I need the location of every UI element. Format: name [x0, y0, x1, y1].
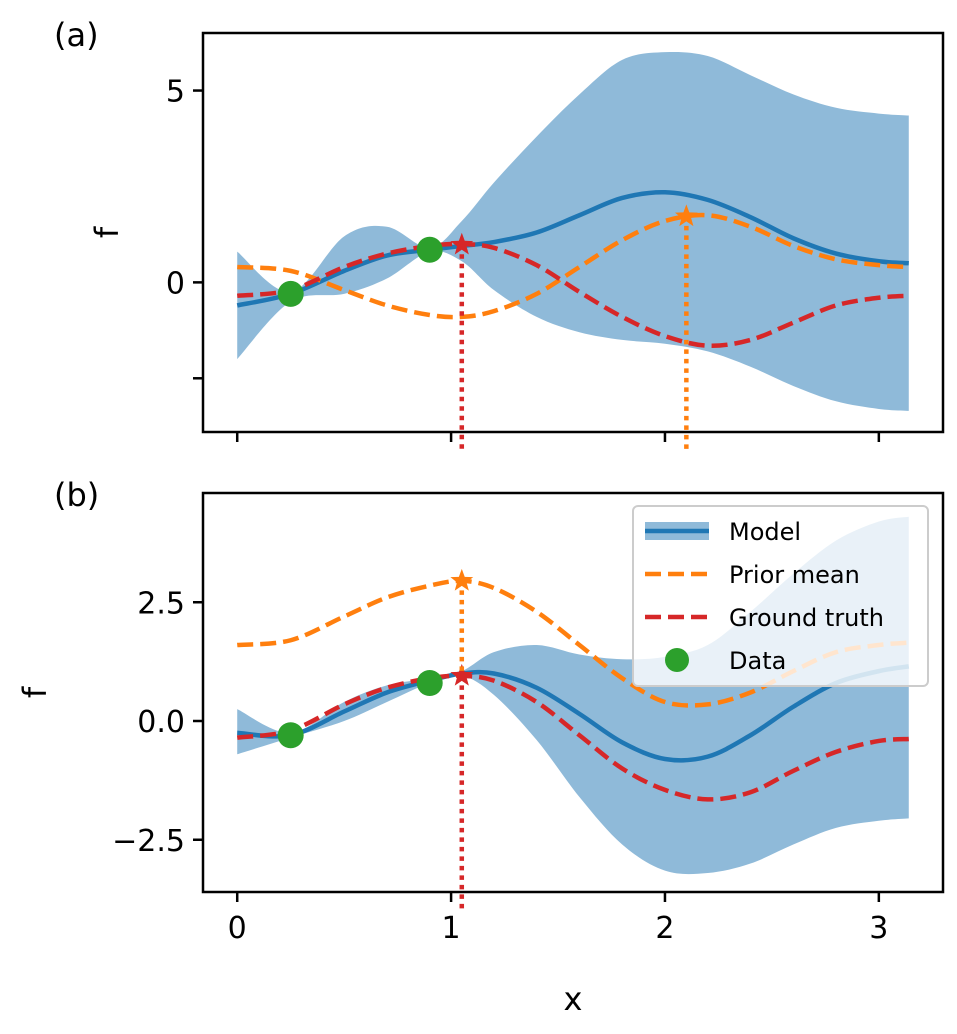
x-tick-label-3: 3 [869, 911, 888, 946]
prior-max-star [450, 568, 474, 591]
axes-frame [201, 31, 945, 434]
plot-area [236, 51, 909, 411]
x-tick-label-2: 2 [655, 911, 674, 946]
legend: Model Prior mean Ground truth Data [632, 505, 929, 687]
panel-a: 0 5 f (a) [54, 16, 945, 452]
y-tick-label-0: −2.5 [112, 824, 185, 859]
x-axis-title: x [564, 980, 583, 1018]
ground-truth-line [236, 673, 909, 802]
truth-max-star [450, 232, 474, 255]
data-point-0 [277, 722, 304, 749]
y-tick-label-2: 2.5 [137, 586, 185, 621]
legend-box [632, 505, 929, 687]
axes-frame [201, 491, 945, 894]
legend-label-3: Data [729, 647, 786, 675]
truth-max-star [450, 663, 474, 686]
model-mean-line [237, 664, 910, 763]
y-axis-title: f [88, 226, 126, 238]
legend-label-0: Model [729, 518, 801, 546]
prior-max-star [674, 204, 698, 227]
panel-label: (a) [54, 16, 99, 54]
legend-label-2: Ground truth [729, 604, 884, 632]
panel-b: 0 1 2 3 −2.5 0.0 2.5 f x (b) Model Prior mean Ground… [16, 476, 945, 1018]
panel-label: (b) [54, 476, 99, 514]
prior-mean-line [237, 212, 909, 320]
ground-truth-line [236, 241, 909, 349]
x-tick-label-0: 0 [228, 911, 247, 946]
y-tick-label-1: 0 [166, 266, 185, 301]
legend-label-1: Prior mean [729, 561, 860, 589]
model-confidence-band [237, 51, 909, 411]
legend-swatch-data [665, 648, 689, 672]
model-confidence-band [237, 516, 909, 875]
y-axis-title: f [16, 686, 54, 698]
x-tick-label-1: 1 [442, 911, 461, 946]
data-point-1 [416, 670, 443, 696]
y-tick-label-1: 0.0 [137, 705, 185, 740]
data-point-1 [416, 236, 443, 263]
y-tick-label-2: 5 [166, 75, 185, 110]
data-point-0 [277, 280, 304, 307]
